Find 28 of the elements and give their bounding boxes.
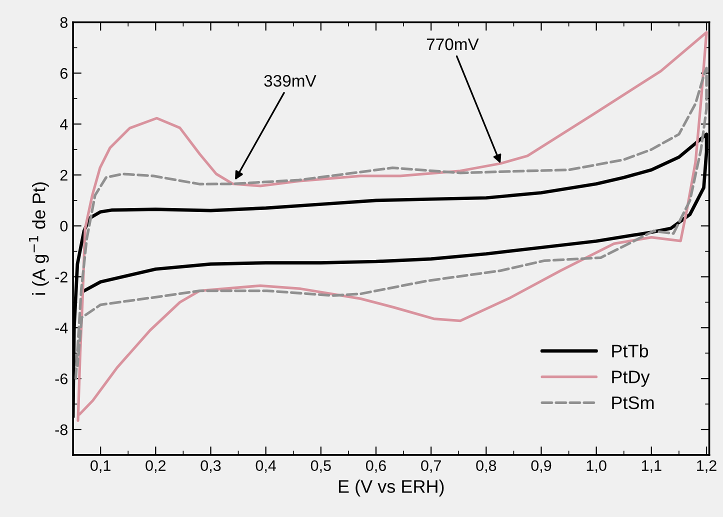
y-tick-label: -4	[55, 322, 68, 334]
x-tick-label: 1,1	[642, 460, 662, 473]
x-tick-label: 0,2	[146, 460, 166, 473]
legend-label: PtTb	[612, 344, 648, 358]
y-tick-label: 6	[60, 68, 68, 79]
y-tick-label: 2	[60, 170, 68, 180]
x-tick-label: 0,6	[366, 460, 386, 473]
x-tick-label: 0,8	[476, 460, 496, 473]
y-tick-label: 4	[60, 119, 68, 130]
y-tick-label: -6	[55, 373, 68, 384]
x-tick-label: 0,5	[310, 460, 331, 473]
legend-label: PtSm	[612, 396, 654, 410]
x-tick-label: 0,3	[200, 460, 221, 473]
x-tick-label: 0,1	[90, 460, 110, 473]
y-axis-title: i (A g$^{−1}$ de Pt)	[28, 182, 49, 295]
x-tick-label: 1,2	[697, 460, 716, 473]
y-tick-label: 0	[60, 220, 68, 232]
y-tick-label: -8	[55, 424, 68, 436]
annotation: 770mV	[426, 38, 479, 50]
x-tick-label: 1,0	[586, 460, 606, 473]
y-tick-label: -2	[55, 272, 68, 282]
annotation: 339mV	[264, 74, 316, 87]
y-tick-label: 8	[60, 17, 68, 28]
x-tick-label: 0,9	[531, 460, 552, 473]
x-axis-title: E (V vs ERH)	[338, 480, 444, 496]
x-tick-label: 0,4	[256, 460, 276, 473]
legend-label: PtDy	[612, 370, 650, 387]
x-tick-label: 0,7	[421, 460, 441, 473]
